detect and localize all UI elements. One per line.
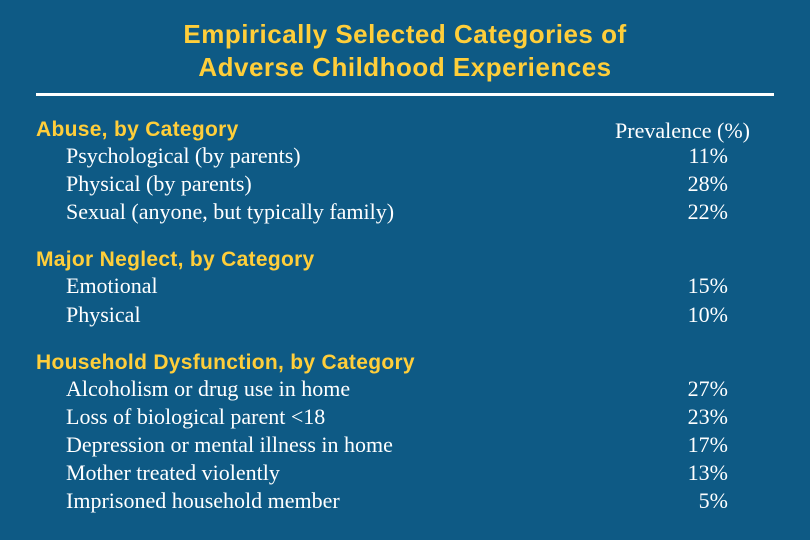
item-value: 27% [672, 375, 728, 403]
item-label: Alcoholism or drug use in home [66, 375, 350, 403]
list-item: Depression or mental illness in home 17% [36, 431, 774, 459]
item-value: 11% [672, 142, 728, 170]
content-area: Prevalence (%) Abuse, by Category Psycho… [36, 118, 774, 516]
section-neglect: Major Neglect, by Category Emotional 15%… [36, 248, 774, 328]
title-line-1: Empirically Selected Categories of [183, 19, 626, 49]
section-header-neglect: Major Neglect, by Category [36, 248, 774, 272]
item-value: 28% [672, 170, 728, 198]
list-item: Emotional 15% [36, 272, 774, 300]
item-label: Psychological (by parents) [66, 142, 301, 170]
item-label: Depression or mental illness in home [66, 431, 393, 459]
list-item: Mother treated violently 13% [36, 459, 774, 487]
list-item: Sexual (anyone, but typically family) 22… [36, 198, 774, 226]
list-item: Imprisoned household member 5% [36, 487, 774, 515]
item-label: Physical [66, 301, 141, 329]
section-header-household: Household Dysfunction, by Category [36, 351, 774, 375]
item-value: 5% [672, 487, 728, 515]
item-value: 22% [672, 198, 728, 226]
item-label: Imprisoned household member [66, 487, 340, 515]
item-label: Emotional [66, 272, 158, 300]
list-item: Psychological (by parents) 11% [36, 142, 774, 170]
item-value: 13% [672, 459, 728, 487]
slide-title: Empirically Selected Categories of Adver… [36, 18, 774, 96]
item-value: 15% [672, 272, 728, 300]
item-label: Mother treated violently [66, 459, 280, 487]
item-value: 10% [672, 301, 728, 329]
slide: Empirically Selected Categories of Adver… [0, 0, 810, 540]
item-label: Physical (by parents) [66, 170, 252, 198]
title-line-2: Adverse Childhood Experiences [198, 52, 611, 82]
list-item: Physical (by parents) 28% [36, 170, 774, 198]
prevalence-column-header: Prevalence (%) [615, 118, 750, 144]
list-item: Loss of biological parent <18 23% [36, 403, 774, 431]
list-item: Physical 10% [36, 301, 774, 329]
item-label: Sexual (anyone, but typically family) [66, 198, 394, 226]
item-value: 23% [672, 403, 728, 431]
list-item: Alcoholism or drug use in home 27% [36, 375, 774, 403]
item-label: Loss of biological parent <18 [66, 403, 325, 431]
item-value: 17% [672, 431, 728, 459]
section-household: Household Dysfunction, by Category Alcoh… [36, 351, 774, 516]
